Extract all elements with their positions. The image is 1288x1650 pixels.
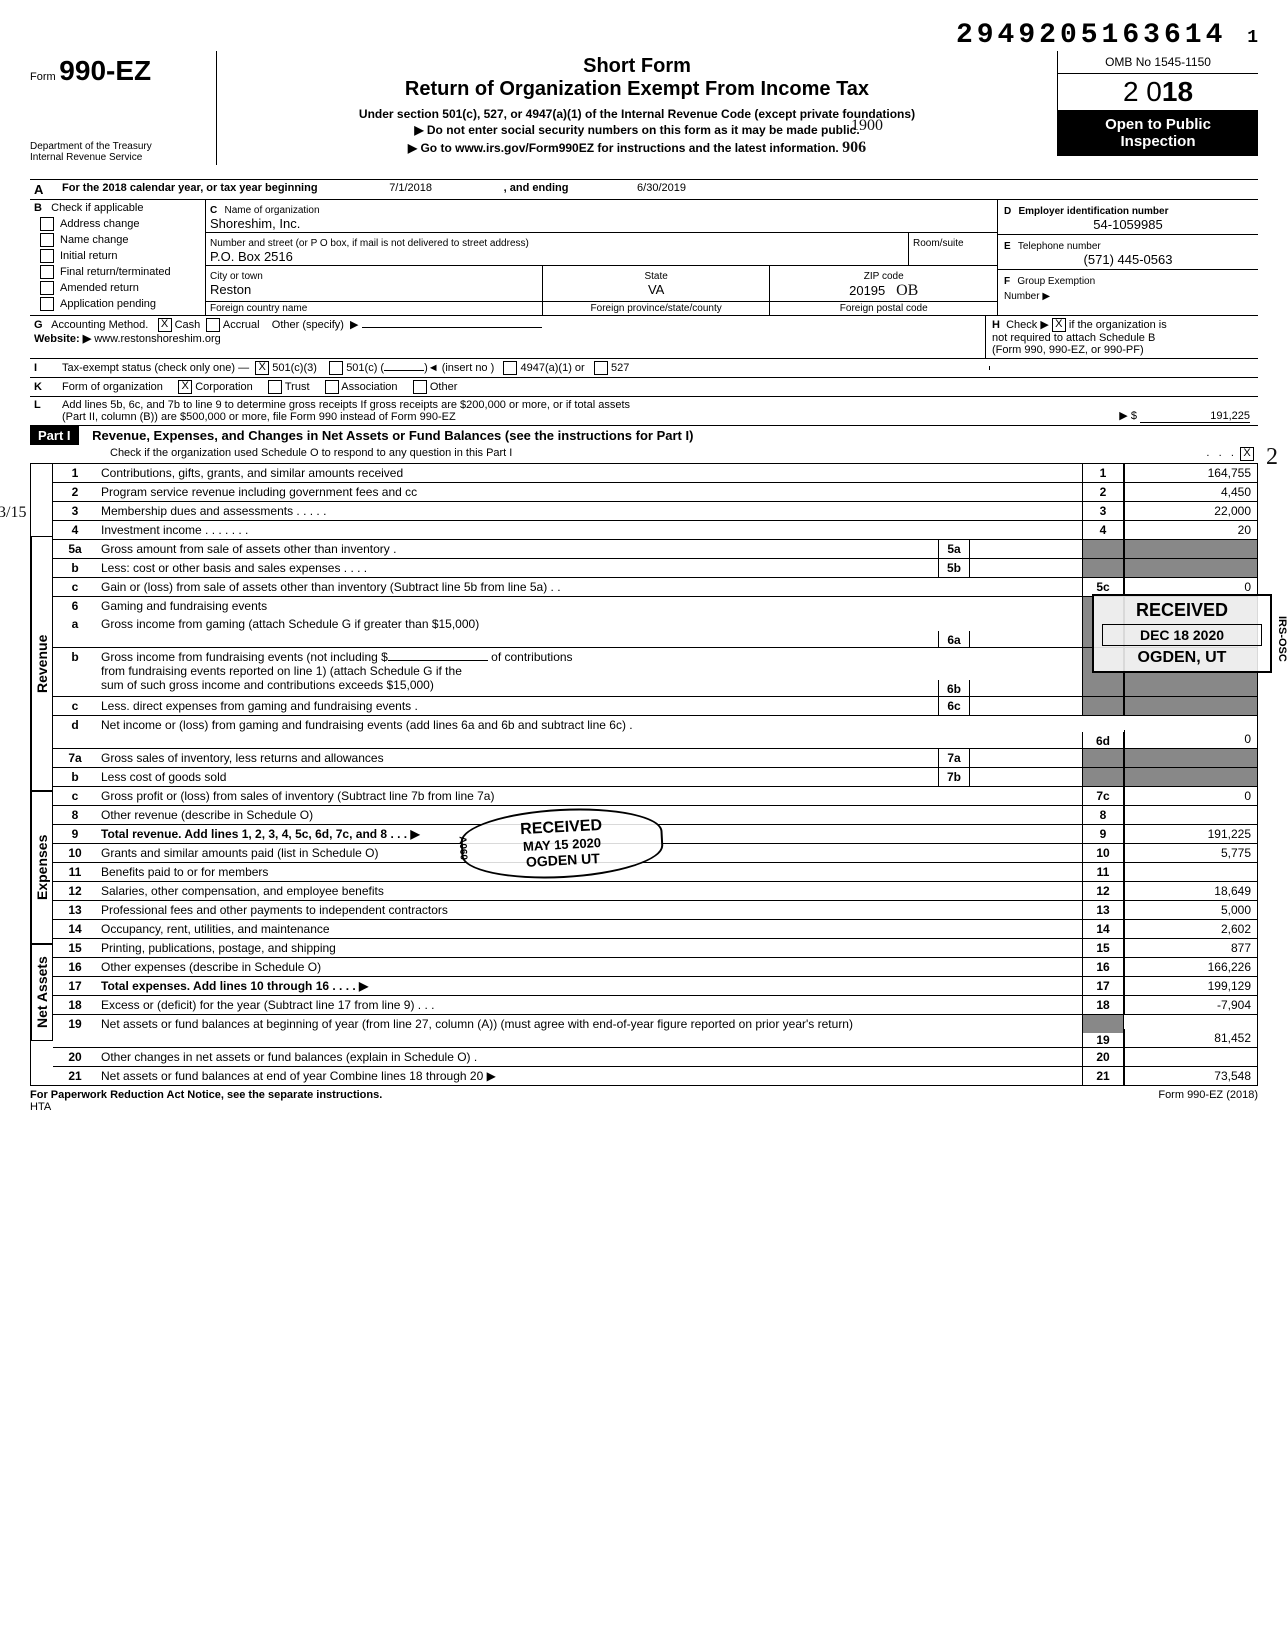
form-number: 990-EZ [59, 55, 151, 86]
amt-16: 166,226 [1124, 958, 1257, 976]
amt-18: -7,904 [1124, 996, 1257, 1014]
chk-final-return[interactable] [40, 265, 54, 279]
dept-treasury: Department of the Treasury [30, 141, 210, 152]
section-gh: G Accounting Method. X Cash Accrual Othe… [30, 316, 1258, 359]
short-form-title: Short Form [225, 55, 1049, 78]
year-end: 6/30/2019 [572, 182, 752, 194]
amt-15: 877 [1124, 939, 1257, 957]
rail-expenses: Expenses [31, 791, 53, 944]
open-public: Open to Public Inspection [1058, 110, 1258, 156]
ssn-warning: Do not enter social security numbers on … [427, 123, 860, 137]
amt-7c: 0 [1124, 787, 1257, 805]
org-info-block: B Check if applicable Address change Nam… [30, 200, 1258, 316]
chk-initial-return[interactable] [40, 249, 54, 263]
org-zip: 20195 [849, 283, 885, 298]
section-a-row: A For the 2018 calendar year, or tax yea… [30, 180, 1258, 200]
chk-501c3[interactable]: X [255, 361, 269, 375]
tax-year: 2 018 [1058, 74, 1258, 110]
part1-header: Part I Revenue, Expenses, and Changes in… [30, 426, 1258, 464]
return-title: Return of Organization Exempt From Incom… [225, 78, 1049, 101]
amt-8 [1124, 806, 1257, 824]
amt-4: 20 [1124, 521, 1257, 539]
org-name: Shoreshim, Inc. [210, 216, 300, 231]
margin-circled: 2 [1266, 444, 1278, 471]
stamp-received-1: RECEIVED DEC 18 2020 OGDEN, UT IRS-OSC [1092, 594, 1272, 673]
section-def: D Employer identification number 54-1059… [997, 200, 1258, 315]
chk-trust[interactable] [268, 380, 282, 394]
amt-12: 18,649 [1124, 882, 1257, 900]
gross-receipts: 191,225 [1140, 410, 1250, 423]
rail-revenue: Revenue [31, 536, 53, 791]
page-footer: For Paperwork Reduction Act Notice, see … [30, 1086, 1258, 1113]
section-k: K Form of organization X Corporation Tru… [30, 378, 1258, 397]
rail-netassets: Net Assets [31, 944, 53, 1041]
amt-20 [1124, 1048, 1257, 1066]
chk-address-change[interactable] [40, 217, 54, 231]
chk-accrual[interactable] [206, 318, 220, 332]
label-a: A [30, 180, 58, 199]
form-label: Form [30, 71, 56, 83]
handwritten-906: 906 [842, 139, 866, 156]
org-street: P.O. Box 2516 [210, 249, 293, 264]
section-b: B Check if applicable Address change Nam… [30, 200, 206, 315]
chk-app-pending[interactable] [40, 297, 54, 311]
chk-schedule-b[interactable]: X [1052, 318, 1066, 332]
year-begin: 7/1/2018 [321, 182, 501, 194]
tracking-number: 2949205163614 1 [30, 20, 1258, 51]
amt-17: 199,129 [1124, 977, 1257, 995]
section-l: L Add lines 5b, 6c, and 7b to line 9 to … [30, 397, 1258, 426]
amt-21: 73,548 [1124, 1067, 1257, 1085]
org-state: VA [648, 282, 664, 297]
dept-irs: Internal Revenue Service [30, 152, 210, 163]
amt-19: 81,452 [1124, 1029, 1257, 1047]
amt-1: 164,755 [1124, 464, 1257, 482]
section-c: C Name of organization Shoreshim, Inc. N… [206, 200, 997, 315]
form-header: Form 990-EZ Department of the Treasury I… [30, 51, 1258, 180]
org-city: Reston [210, 282, 251, 297]
hand-initials: OB [896, 282, 918, 299]
chk-amended[interactable] [40, 281, 54, 295]
chk-other-form[interactable] [413, 380, 427, 394]
subtitle: Under section 501(c), 527, or 4947(a)(1)… [225, 107, 1049, 121]
handwritten-1900: 1900 [851, 117, 883, 134]
chk-527[interactable] [594, 361, 608, 375]
chk-schedule-o[interactable]: X [1240, 447, 1254, 461]
phone: (571) 445-0563 [1004, 252, 1252, 267]
omb-number: OMB No 1545-1150 [1058, 51, 1258, 74]
amt-6d: 0 [1124, 730, 1257, 748]
amt-3: 22,000 [1124, 502, 1257, 520]
amt-11 [1124, 863, 1257, 881]
section-i: I Tax-exempt status (check only one) — X… [30, 359, 1258, 378]
amt-9: 191,225 [1124, 825, 1257, 843]
amt-13: 5,000 [1124, 901, 1257, 919]
chk-4947[interactable] [503, 361, 517, 375]
chk-cash[interactable]: X [158, 318, 172, 332]
amt-14: 2,602 [1124, 920, 1257, 938]
amt-10: 5,775 [1124, 844, 1257, 862]
margin-date: 03/15 [0, 504, 26, 522]
chk-assoc[interactable] [325, 380, 339, 394]
amt-2: 4,450 [1124, 483, 1257, 501]
chk-corp[interactable]: X [178, 380, 192, 394]
lines-grid: RECEIVED DEC 18 2020 OGDEN, UT IRS-OSC R… [30, 464, 1258, 1086]
goto-url: Go to www.irs.gov/Form990EZ for instruct… [420, 141, 838, 155]
chk-501c[interactable] [329, 361, 343, 375]
ein: 54-1059985 [1004, 217, 1252, 232]
website: www.restonshoreshim.org [94, 333, 221, 345]
chk-name-change[interactable] [40, 233, 54, 247]
